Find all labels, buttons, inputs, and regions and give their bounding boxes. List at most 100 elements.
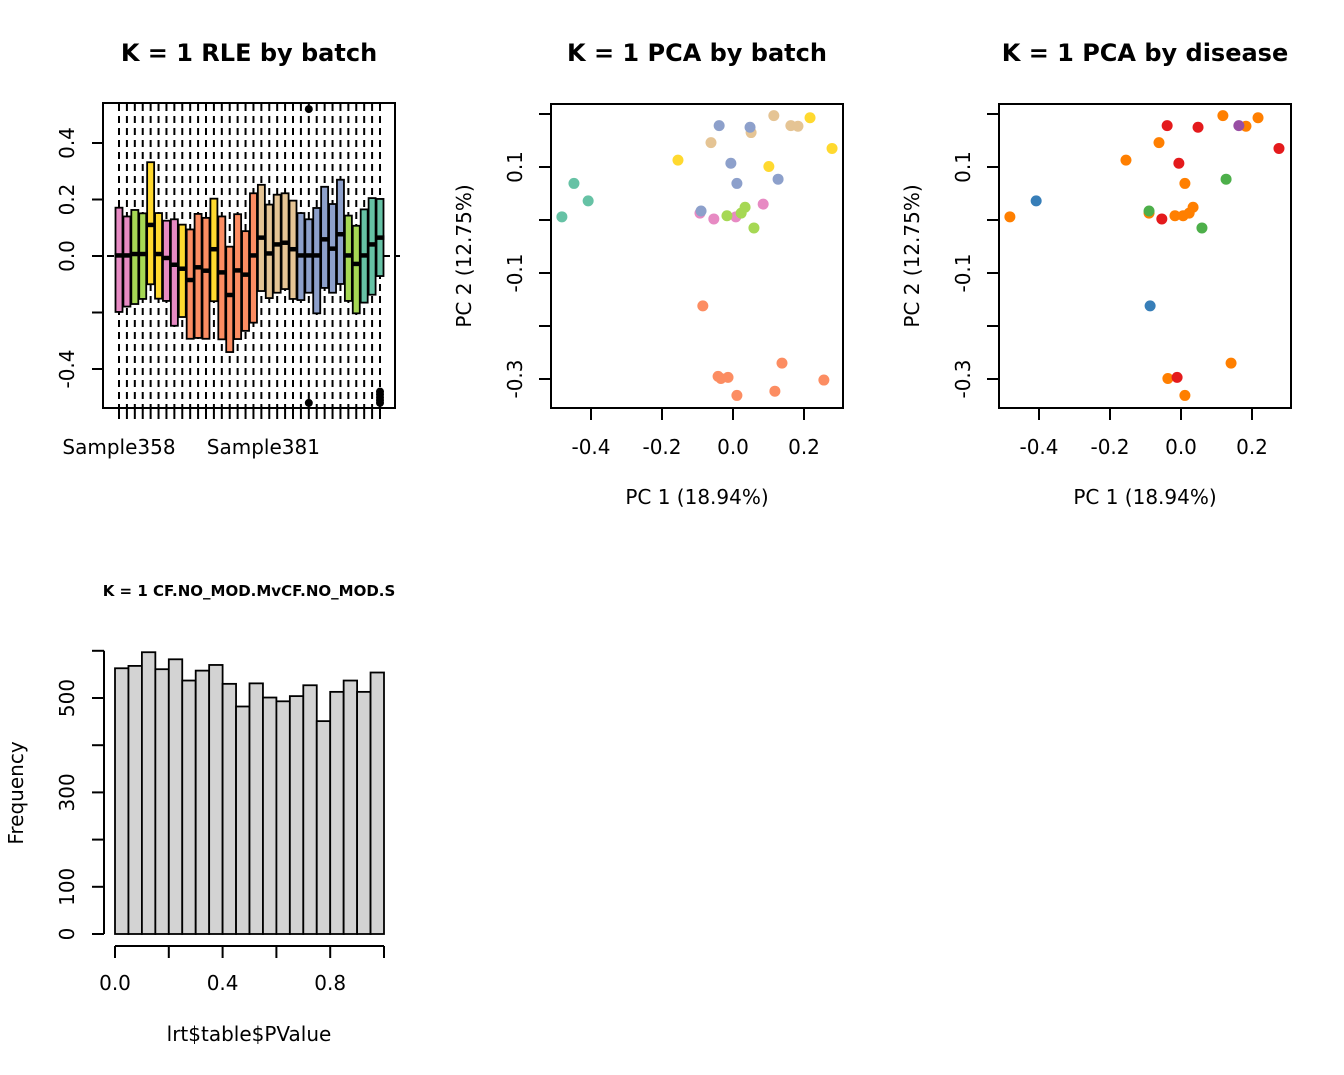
pca-disease-point (1162, 372, 1174, 384)
pca-batch-point (744, 121, 756, 133)
histogram-ylabel: Frequency (4, 741, 28, 844)
pca-batch-points (556, 110, 838, 401)
pca-batch-x-tick-label: -0.2 (642, 435, 681, 459)
pca-batch-axes: -0.4 -0.2 0.0 0.2 -0.3 -0.1 0.1 (503, 113, 820, 459)
pca-batch-point (708, 213, 720, 225)
pca-disease-point (1171, 371, 1183, 383)
histogram-bar (329, 690, 345, 935)
pca-batch-point (804, 112, 816, 124)
pca-batch-point (763, 160, 775, 172)
pca-disease-point (1144, 300, 1156, 312)
pca-batch-point (582, 195, 594, 207)
pca-disease-title: K = 1 PCA by disease (1002, 39, 1289, 67)
pvalue-histogram-panel: K = 1 CF.NO_MOD.MvCF.NO_MOD.S 0 100 300 500… (4, 582, 395, 1046)
pca-disease-x-tick-label: 0.0 (1165, 435, 1197, 459)
pca-disease-points (1004, 110, 1285, 401)
pca-disease-point (1196, 222, 1208, 234)
rle-box (122, 215, 132, 308)
rle-y-tick-label: 0.2 (55, 184, 79, 216)
pca-disease-point (1225, 357, 1237, 369)
pca-disease-y-tick-label: -0.1 (951, 253, 975, 292)
rle-box (225, 245, 235, 353)
rle-y-tick-label: -0.4 (55, 349, 79, 388)
pca-batch-point (705, 137, 717, 149)
rle-box (233, 213, 243, 340)
rle-box (336, 178, 345, 285)
rle-title: K = 1 RLE by batch (121, 39, 377, 67)
pca-batch-point (818, 374, 830, 386)
histogram-bar (140, 651, 157, 935)
pca-disease-x-tick-label: -0.4 (1019, 435, 1058, 459)
rle-box (169, 218, 179, 327)
histogram-y-tick-label: 500 (55, 679, 79, 717)
pca-batch-point (776, 357, 788, 369)
pca-disease-point (1233, 120, 1245, 132)
histogram-bar (356, 690, 372, 935)
pca-batch-frame (550, 103, 844, 409)
histogram-bar (208, 664, 224, 935)
rle-x-tick-label: Sample358 (62, 435, 175, 459)
pca-batch-point (725, 157, 737, 169)
pca-batch-point (731, 177, 743, 189)
histogram-x-tick-label: 0.8 (314, 971, 346, 995)
pca-batch-point (722, 371, 734, 383)
histogram-bar (194, 669, 211, 935)
pca-batch-ylabel: PC 2 (12.75%) (452, 184, 476, 327)
rle-outlier (304, 398, 313, 407)
histogram-bar (167, 658, 184, 935)
pca-disease-x-tick-label: -0.2 (1090, 435, 1129, 459)
histogram-bar (114, 667, 130, 935)
histogram-bar (127, 665, 143, 935)
histogram-bar (262, 696, 278, 935)
pca-batch-point (748, 222, 760, 234)
pca-disease-frame (998, 103, 1292, 409)
pca-disease-point (1156, 213, 1168, 225)
histogram-bar (315, 720, 332, 935)
histogram-bar (288, 695, 305, 935)
pca-batch-x-tick-label: 0.2 (788, 435, 820, 459)
pca-disease-point (1252, 112, 1264, 124)
pca-batch-point (769, 385, 781, 397)
pca-disease-point (1120, 154, 1132, 166)
pca-disease-xlabel: PC 1 (18.94%) (1073, 485, 1216, 509)
pca-batch-point (739, 201, 751, 213)
rle-panel: K = 1 RLE by batch -0.4 0.0 0.2 0.4 Sample3… (55, 39, 400, 459)
histogram-xlabel: lrt$table$PValue (167, 1022, 332, 1046)
rle-box (193, 213, 203, 339)
histogram-bars (114, 651, 385, 935)
rle-box (162, 219, 171, 302)
pca-batch-title: K = 1 PCA by batch (567, 39, 827, 67)
pca-batch-y-tick-label: -0.1 (503, 253, 527, 292)
histogram-bar (221, 682, 237, 935)
histogram-axes: 0 100 300 500 0.0 0.4 0.8 (55, 649, 385, 995)
pca-batch-point (697, 300, 709, 312)
pca-disease-point (1143, 205, 1155, 217)
pca-disease-panel: K = 1 PCA by disease -0.4 -0.2 0.0 0.2-0.3-… (900, 39, 1292, 509)
pca-disease-axes: -0.4 -0.2 0.0 0.2 -0.3 -0.1 0.1 (951, 113, 1268, 459)
rle-outlier (376, 398, 384, 407)
pca-disease-point (1153, 137, 1165, 149)
pca-batch-point (731, 389, 743, 401)
pca-batch-point (721, 210, 733, 222)
pca-batch-point (695, 205, 707, 217)
pca-disease-y-tick-label: 0.1 (951, 151, 975, 183)
rle-box (185, 228, 195, 340)
rle-box (249, 192, 258, 324)
pca-disease-point (1169, 210, 1181, 222)
rle-marks (95, 104, 400, 407)
histogram-y-tick-label: 300 (55, 773, 79, 811)
pca-batch-point (772, 173, 784, 185)
pca-batch-point (768, 110, 780, 122)
rle-y-axis: -0.4 0.0 0.2 0.4 (55, 127, 103, 389)
pca-disease-point (1179, 177, 1191, 189)
histogram-bar (181, 679, 197, 935)
pca-batch-panel: K = 1 PCA by batch -0.4 -0.2 0.0 0.2-0.3-0.… (452, 39, 844, 509)
histogram-y-tick-label: 0 (55, 928, 79, 941)
rle-box (241, 230, 250, 332)
pca-disease-point (1217, 110, 1229, 122)
rle-y-tick-label: 0.0 (55, 240, 79, 272)
pca-disease-point (1030, 195, 1042, 207)
pca-batch-point (826, 142, 838, 154)
pca-disease-point (1161, 120, 1173, 132)
